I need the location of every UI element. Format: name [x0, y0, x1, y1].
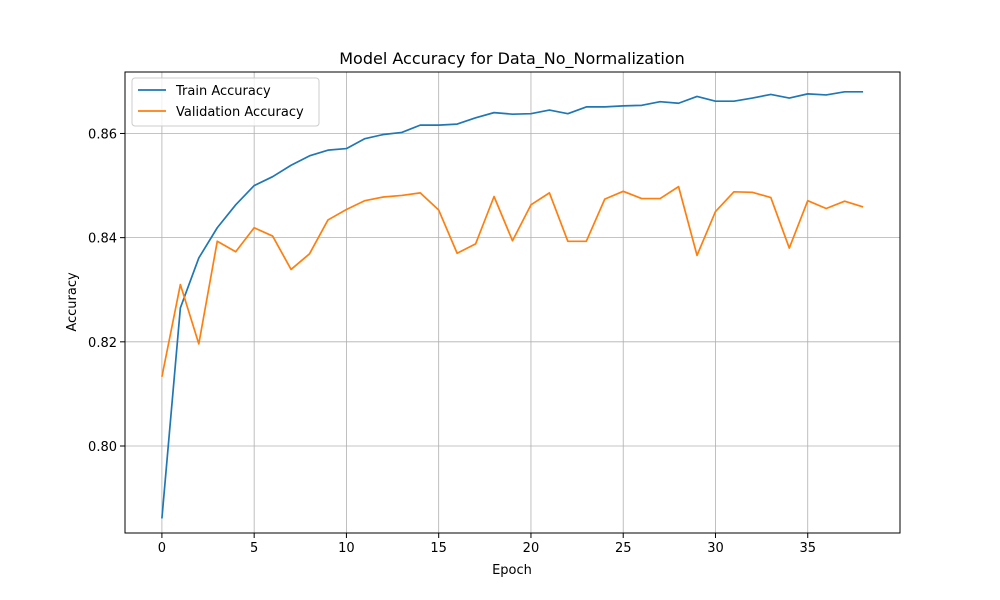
plot-frame	[124, 71, 901, 534]
x-tick-label: 0	[158, 541, 166, 556]
y-tick-label: 0.86	[88, 127, 117, 142]
y-tick-label: 0.80	[88, 440, 117, 455]
legend-label: Validation Accuracy	[176, 105, 304, 120]
legend-box	[131, 77, 320, 127]
x-tick-label: 10	[338, 541, 355, 556]
x-tick-label: 5	[250, 541, 258, 556]
x-tick-label: 20	[523, 541, 540, 556]
series-line-validation-accuracy	[161, 185, 864, 377]
y-tick-label: 0.84	[88, 232, 117, 247]
series-lines	[161, 90, 864, 519]
legend-label: Train Accuracy	[175, 84, 271, 99]
x-tick-label: 25	[615, 541, 632, 556]
x-axis: 0 5 10 15 20 25 30 35	[158, 533, 816, 556]
x-tick-label: 35	[799, 541, 816, 556]
chart-title: Model Accuracy for Data_No_Normalization	[339, 49, 685, 69]
y-axis-label: Accuracy	[65, 272, 80, 332]
legend: Train Accuracy Validation Accuracy	[131, 77, 320, 127]
x-tick-label: 15	[430, 541, 447, 556]
y-tick-label: 0.82	[88, 336, 117, 351]
y-axis: 0.80 0.82 0.84 0.86	[88, 127, 125, 455]
series-line-train-accuracy	[161, 90, 864, 519]
x-axis-label: Epoch	[492, 563, 532, 578]
x-tick-label: 30	[707, 541, 724, 556]
